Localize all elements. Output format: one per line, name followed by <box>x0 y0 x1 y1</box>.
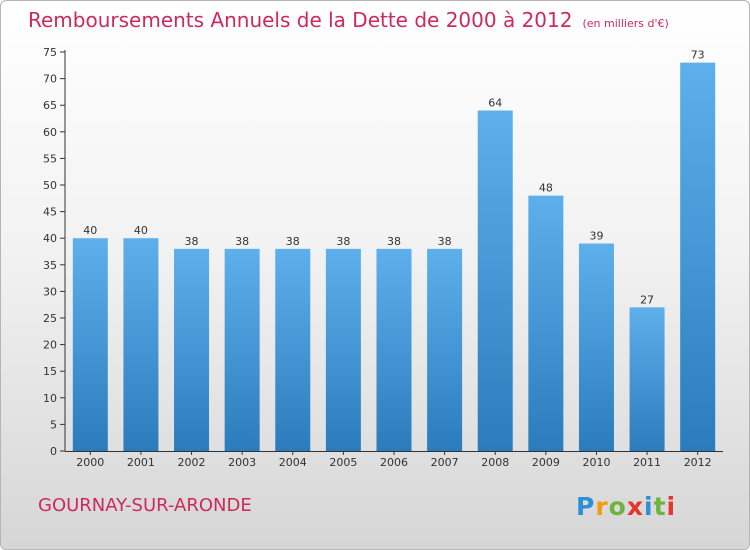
bar-2011 <box>629 307 665 451</box>
y-tick-label: 0 <box>50 445 57 458</box>
x-tick-label: 2007 <box>431 456 459 469</box>
y-tick-label: 45 <box>43 206 57 219</box>
y-tick-label: 30 <box>43 285 57 298</box>
bar-value-label: 38 <box>438 235 452 248</box>
logo-letter: t <box>653 492 667 521</box>
y-tick-label: 35 <box>43 259 57 272</box>
y-tick-label: 65 <box>43 99 57 112</box>
y-tick-label: 60 <box>43 126 57 139</box>
bar-value-label: 38 <box>286 235 300 248</box>
y-tick-label: 55 <box>43 152 57 165</box>
logo-letter: i <box>644 492 654 521</box>
bar-2009 <box>528 195 564 451</box>
bar-value-label: 27 <box>640 293 654 306</box>
logo-letter: x <box>626 492 644 521</box>
x-tick-label: 2012 <box>684 456 712 469</box>
bar-value-label: 48 <box>539 182 553 195</box>
y-tick-label: 10 <box>43 392 57 405</box>
chart-title-text: Remboursements Annuels de la Dette de 20… <box>28 8 573 32</box>
bar-2004 <box>275 248 311 451</box>
y-tick-label: 70 <box>43 73 57 86</box>
logo-letter: i <box>666 492 677 521</box>
x-tick-label: 2001 <box>127 456 155 469</box>
bar-2005 <box>325 248 361 451</box>
x-tick-label: 2006 <box>380 456 408 469</box>
y-tick-label: 75 <box>43 46 57 59</box>
y-tick-label: 25 <box>43 312 57 325</box>
bar-2012 <box>680 62 716 451</box>
bar-2008 <box>477 110 513 452</box>
bar-2002 <box>174 248 210 451</box>
y-tick-label: 20 <box>43 339 57 352</box>
bar-value-label: 40 <box>83 224 97 237</box>
bar-2000 <box>72 238 108 451</box>
bar-value-label: 38 <box>185 235 199 248</box>
bar-value-label: 38 <box>336 235 350 248</box>
x-tick-label: 2009 <box>532 456 560 469</box>
chart-title: Remboursements Annuels de la Dette de 20… <box>28 8 669 32</box>
bar-value-label: 40 <box>134 224 148 237</box>
x-tick-label: 2000 <box>76 456 104 469</box>
commune-name: GOURNAY-SUR-ARONDE <box>38 495 252 516</box>
logo-letter: P <box>576 492 596 521</box>
bar-2010 <box>578 243 614 451</box>
x-tick-label: 2010 <box>582 456 610 469</box>
bar-value-label: 39 <box>589 230 603 243</box>
bar-value-label: 38 <box>235 235 249 248</box>
x-tick-label: 2002 <box>178 456 206 469</box>
y-tick-label: 5 <box>50 418 57 431</box>
bar-value-label: 38 <box>387 235 401 248</box>
bar-2007 <box>427 248 463 451</box>
x-tick-label: 2004 <box>279 456 307 469</box>
x-tick-label: 2008 <box>481 456 509 469</box>
logo-letter: o <box>608 492 627 521</box>
x-tick-label: 2005 <box>329 456 357 469</box>
y-tick-label: 50 <box>43 179 57 192</box>
bar-value-label: 73 <box>691 49 705 62</box>
y-tick-label: 40 <box>43 232 57 245</box>
bar-2006 <box>376 248 412 451</box>
bar-2003 <box>224 248 260 451</box>
x-tick-label: 2003 <box>228 456 256 469</box>
proxiti-logo: Proxiti <box>576 492 676 521</box>
bar-value-label: 64 <box>488 97 502 110</box>
chart-unit: (en milliers d'€) <box>582 17 669 30</box>
y-tick-label: 15 <box>43 365 57 378</box>
x-tick-label: 2011 <box>633 456 661 469</box>
bar-2001 <box>123 238 159 451</box>
logo-letter: r <box>595 492 609 521</box>
